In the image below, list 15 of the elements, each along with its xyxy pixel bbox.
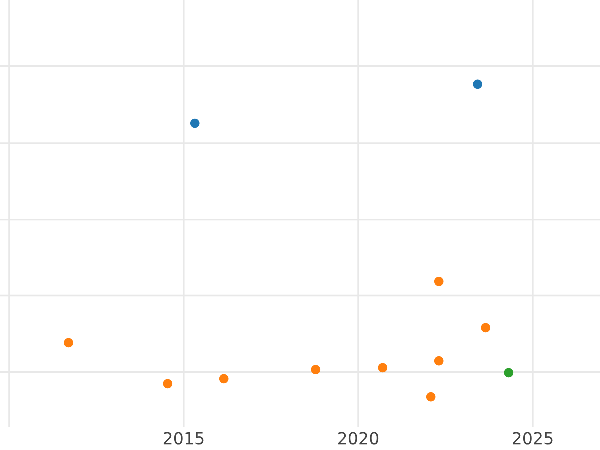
point	[434, 356, 444, 366]
point	[311, 365, 321, 374]
point	[64, 338, 74, 348]
point	[219, 374, 229, 384]
point	[378, 363, 388, 373]
point	[163, 379, 173, 389]
x-tick-label: 2015	[164, 432, 204, 445]
point	[426, 392, 436, 402]
point	[473, 80, 482, 90]
x-tick-label: 2020	[338, 432, 379, 445]
point	[504, 368, 514, 378]
x-tick-label: 2025	[512, 432, 553, 445]
point	[190, 118, 200, 128]
point	[434, 277, 444, 286]
point	[481, 323, 491, 333]
